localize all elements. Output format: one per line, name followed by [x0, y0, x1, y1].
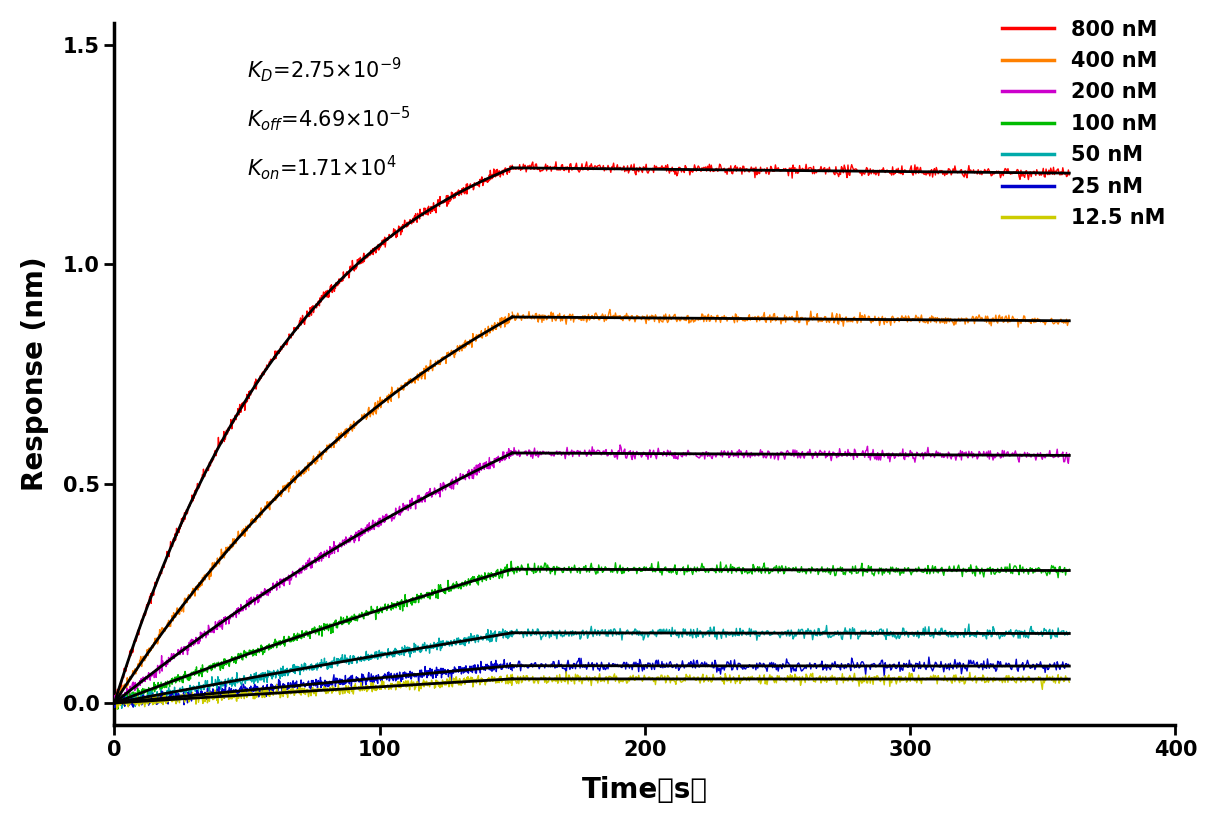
Text: $K_{on}$=1.71×10$^{4}$: $K_{on}$=1.71×10$^{4}$	[247, 153, 396, 182]
Text: $K_D$=2.75×10$^{-9}$: $K_D$=2.75×10$^{-9}$	[247, 54, 402, 83]
Legend: 800 nM, 400 nM, 200 nM, 100 nM, 50 nM, 25 nM, 12.5 nM: 800 nM, 400 nM, 200 nM, 100 nM, 50 nM, 2…	[1002, 20, 1164, 229]
X-axis label: Time（s）: Time（s）	[582, 776, 708, 804]
Text: $K_{off}$=4.69×10$^{-5}$: $K_{off}$=4.69×10$^{-5}$	[247, 104, 410, 133]
Y-axis label: Response (nm): Response (nm)	[21, 257, 49, 492]
